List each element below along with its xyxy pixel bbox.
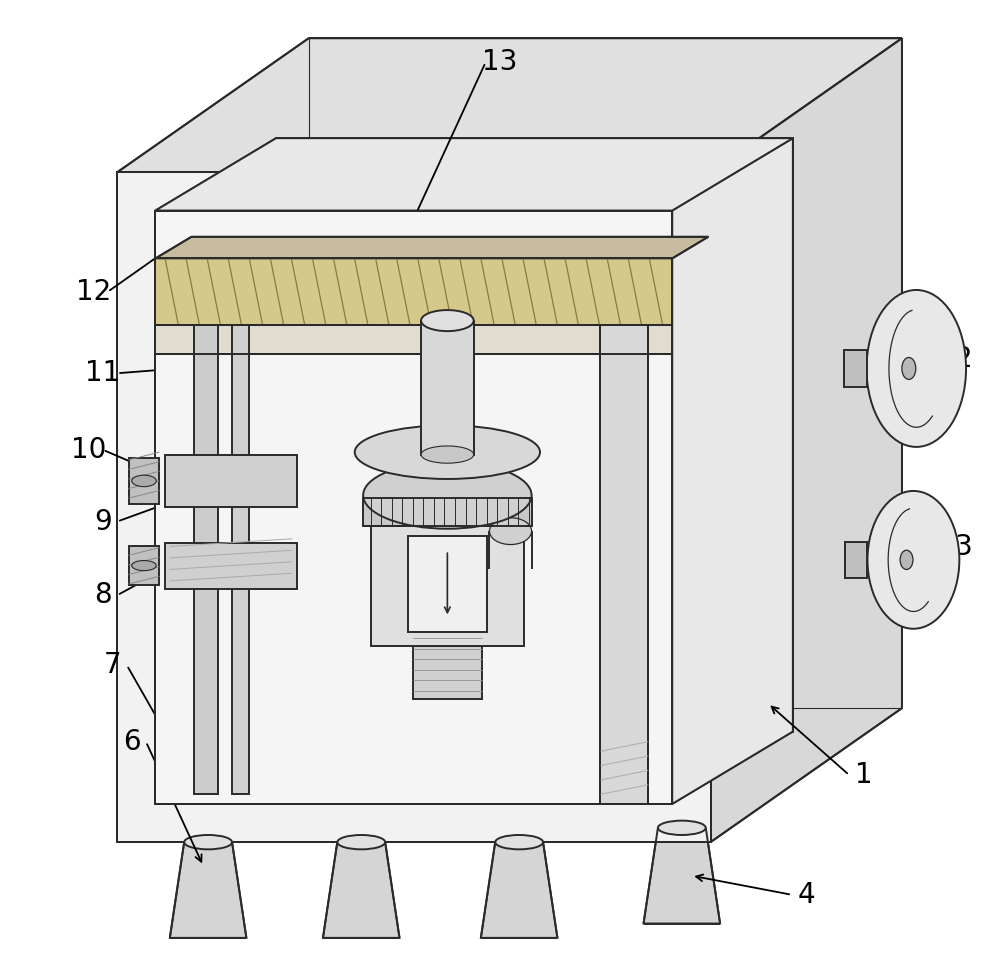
Text: 13: 13 xyxy=(482,48,518,77)
Polygon shape xyxy=(155,211,672,804)
Polygon shape xyxy=(276,138,793,731)
Ellipse shape xyxy=(658,820,706,835)
Polygon shape xyxy=(481,842,557,938)
Polygon shape xyxy=(165,455,297,507)
Ellipse shape xyxy=(900,550,913,569)
Polygon shape xyxy=(155,325,672,354)
Ellipse shape xyxy=(489,518,532,545)
Polygon shape xyxy=(155,138,793,211)
Text: 5: 5 xyxy=(501,756,518,785)
Ellipse shape xyxy=(363,461,532,528)
Polygon shape xyxy=(165,543,297,589)
Text: 11: 11 xyxy=(85,359,120,388)
Ellipse shape xyxy=(867,290,966,447)
Polygon shape xyxy=(600,325,648,804)
Text: 9: 9 xyxy=(94,507,112,536)
Ellipse shape xyxy=(132,561,156,570)
Polygon shape xyxy=(155,236,708,258)
Polygon shape xyxy=(371,512,524,646)
Polygon shape xyxy=(170,842,246,938)
Ellipse shape xyxy=(902,358,916,379)
Ellipse shape xyxy=(886,351,908,386)
Polygon shape xyxy=(155,731,793,804)
Polygon shape xyxy=(117,38,902,172)
Ellipse shape xyxy=(421,446,474,463)
Polygon shape xyxy=(413,627,482,699)
Text: 2: 2 xyxy=(955,345,973,373)
Text: 3: 3 xyxy=(955,533,973,562)
Text: 4: 4 xyxy=(797,880,815,909)
Ellipse shape xyxy=(413,614,482,639)
Polygon shape xyxy=(711,38,902,842)
Text: 6: 6 xyxy=(123,727,140,756)
Ellipse shape xyxy=(132,475,156,486)
Polygon shape xyxy=(155,258,672,325)
Text: 12: 12 xyxy=(76,278,111,306)
Ellipse shape xyxy=(495,835,543,850)
Text: 8: 8 xyxy=(94,581,112,610)
Polygon shape xyxy=(323,842,400,938)
Ellipse shape xyxy=(355,425,540,478)
Polygon shape xyxy=(644,828,720,924)
Polygon shape xyxy=(232,325,249,794)
Ellipse shape xyxy=(884,545,905,575)
Text: 1: 1 xyxy=(855,761,872,790)
Polygon shape xyxy=(363,498,532,526)
Polygon shape xyxy=(672,138,793,804)
Polygon shape xyxy=(408,536,487,632)
Text: 7: 7 xyxy=(104,651,121,679)
Polygon shape xyxy=(117,172,711,842)
Text: 10: 10 xyxy=(71,435,106,464)
Ellipse shape xyxy=(867,491,959,629)
Polygon shape xyxy=(421,321,474,455)
Polygon shape xyxy=(194,325,218,794)
Ellipse shape xyxy=(184,835,232,850)
Polygon shape xyxy=(844,350,867,387)
Polygon shape xyxy=(155,138,276,804)
Ellipse shape xyxy=(421,310,474,331)
Polygon shape xyxy=(845,542,867,578)
Polygon shape xyxy=(129,546,159,585)
Polygon shape xyxy=(129,457,159,503)
Ellipse shape xyxy=(337,835,385,850)
